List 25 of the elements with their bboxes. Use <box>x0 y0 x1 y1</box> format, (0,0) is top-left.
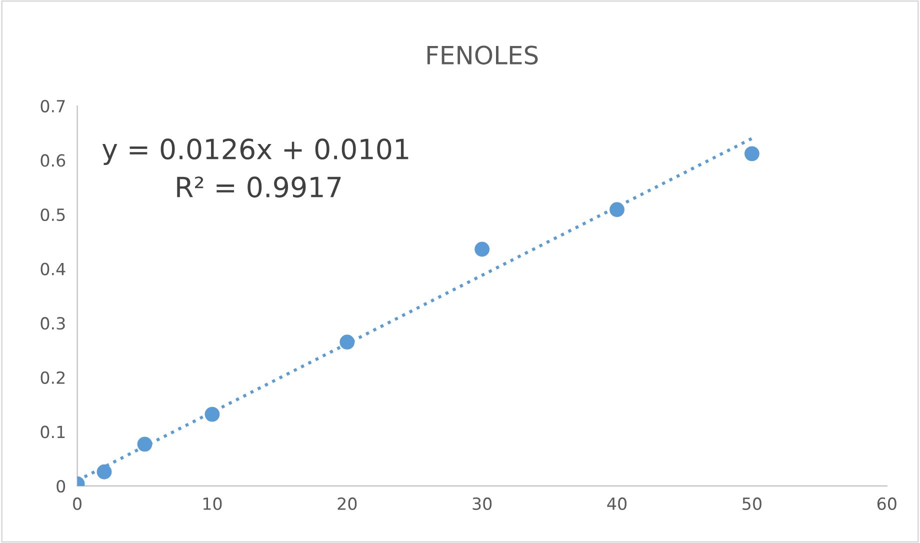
x-tick-label: 50 <box>742 497 762 510</box>
point <box>96 464 112 480</box>
x-tick-label: 40 <box>607 497 627 510</box>
y-tick-label: 0.6 <box>40 154 66 167</box>
y-tick-label: 0.2 <box>40 371 64 384</box>
point <box>340 334 355 350</box>
x-tick-label: 60 <box>877 497 896 510</box>
y-tick-label: 0 <box>56 480 66 493</box>
point <box>474 242 490 257</box>
point <box>744 146 760 162</box>
point <box>137 436 152 452</box>
point <box>610 202 624 218</box>
y-tick-label: 0.1 <box>40 426 65 438</box>
x-tick-label: 10 <box>203 497 222 510</box>
point <box>204 406 220 422</box>
y-tick-label: 0.4 <box>40 262 66 276</box>
annotation: y = 0.0126x + 0.0101 <box>102 138 408 165</box>
y-tick-label: 0.5 <box>40 208 65 222</box>
y-tick-label: 0.7 <box>40 100 65 112</box>
y-tick-label: 0.3 <box>40 317 65 330</box>
x-tick-label: 20 <box>338 497 357 510</box>
annotation: R² = 0.9917 <box>177 176 341 198</box>
chart-title: FENOLES <box>427 46 538 65</box>
x-tick-label: 0 <box>73 497 82 510</box>
x-tick-label: 30 <box>472 497 492 510</box>
